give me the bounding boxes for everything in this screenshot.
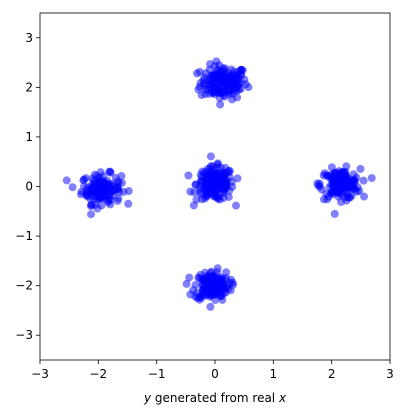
data-point bbox=[343, 193, 352, 202]
data-point bbox=[218, 295, 227, 304]
data-point bbox=[124, 187, 133, 196]
data-point bbox=[106, 195, 115, 204]
y-tick-label: −1 bbox=[15, 229, 33, 243]
data-point bbox=[201, 184, 210, 193]
data-point bbox=[87, 200, 96, 209]
x-axis-label-prefix: y bbox=[143, 391, 152, 405]
data-point bbox=[206, 60, 215, 69]
data-point bbox=[93, 204, 102, 213]
data-point bbox=[233, 76, 242, 85]
data-point bbox=[106, 168, 115, 177]
y-tick-label: −3 bbox=[15, 328, 33, 342]
data-point bbox=[217, 277, 226, 286]
data-point bbox=[117, 172, 126, 181]
y-tick-label: 2 bbox=[25, 80, 33, 94]
data-point bbox=[333, 187, 342, 196]
data-point bbox=[206, 152, 215, 161]
x-tick-label: −1 bbox=[148, 367, 166, 381]
data-point bbox=[209, 192, 218, 201]
data-point bbox=[185, 273, 194, 282]
data-point bbox=[213, 159, 222, 168]
data-point bbox=[89, 188, 98, 197]
data-point bbox=[113, 196, 122, 205]
data-point bbox=[315, 182, 324, 191]
x-tick-label: 1 bbox=[270, 367, 278, 381]
data-point bbox=[330, 209, 339, 218]
data-point bbox=[206, 302, 215, 311]
x-axis-label-suffix: x bbox=[278, 391, 287, 405]
x-tick-label: −3 bbox=[31, 367, 49, 381]
data-point bbox=[367, 174, 376, 183]
y-tick-label: −2 bbox=[15, 279, 33, 293]
data-point bbox=[62, 176, 71, 185]
y-tick-label: 1 bbox=[25, 130, 33, 144]
data-point bbox=[201, 69, 210, 78]
data-point bbox=[203, 85, 212, 94]
data-point bbox=[182, 279, 191, 288]
data-point bbox=[325, 173, 334, 182]
data-point bbox=[124, 199, 133, 208]
data-point bbox=[237, 65, 246, 74]
data-point bbox=[213, 264, 222, 273]
data-point bbox=[193, 69, 202, 78]
data-point bbox=[98, 181, 106, 190]
data-point bbox=[233, 174, 242, 183]
data-point bbox=[327, 188, 336, 197]
data-point bbox=[221, 163, 230, 172]
y-tick-label: 0 bbox=[25, 180, 33, 194]
data-point bbox=[231, 201, 240, 210]
x-tick-label: 2 bbox=[328, 367, 336, 381]
y-axis-ticks: −3 −2 −1 0 1 2 3 bbox=[15, 31, 40, 342]
x-tick-label: 0 bbox=[211, 367, 219, 381]
data-point bbox=[223, 72, 232, 81]
data-point bbox=[209, 282, 218, 291]
data-point bbox=[87, 210, 96, 219]
x-axis-ticks: −3 −2 −1 0 1 2 3 bbox=[31, 360, 394, 381]
data-point bbox=[198, 177, 207, 186]
data-point bbox=[217, 79, 226, 88]
y-tick-label: 3 bbox=[25, 31, 33, 45]
data-point bbox=[184, 171, 193, 180]
data-point bbox=[196, 170, 205, 179]
data-points bbox=[62, 57, 376, 311]
data-point bbox=[356, 164, 365, 173]
data-point bbox=[360, 192, 369, 201]
data-point bbox=[222, 182, 231, 191]
data-point bbox=[189, 201, 198, 210]
x-tick-label: 3 bbox=[386, 367, 394, 381]
data-point bbox=[228, 278, 237, 287]
data-point bbox=[190, 188, 199, 197]
data-point bbox=[90, 170, 99, 179]
data-point bbox=[216, 100, 225, 109]
data-point bbox=[208, 271, 217, 280]
data-point bbox=[200, 284, 209, 293]
x-axis-label-middle: generated from real bbox=[151, 391, 279, 405]
data-point bbox=[241, 80, 250, 89]
x-tick-label: −2 bbox=[89, 367, 107, 381]
data-point bbox=[218, 88, 227, 97]
data-point bbox=[106, 181, 115, 190]
data-point bbox=[194, 85, 203, 94]
data-point bbox=[209, 75, 218, 84]
data-point bbox=[82, 185, 91, 194]
data-point bbox=[327, 180, 336, 189]
data-point bbox=[201, 268, 210, 277]
data-point bbox=[352, 173, 361, 182]
data-point bbox=[203, 191, 212, 200]
data-point bbox=[79, 175, 88, 184]
data-point bbox=[68, 183, 77, 192]
data-point bbox=[211, 175, 220, 184]
data-point bbox=[338, 178, 347, 187]
data-point bbox=[95, 193, 104, 202]
data-point bbox=[359, 176, 368, 185]
data-point bbox=[353, 183, 362, 192]
x-axis-label: y generated from real x bbox=[143, 391, 287, 405]
data-point bbox=[113, 183, 122, 192]
data-point bbox=[219, 288, 228, 297]
data-point bbox=[222, 268, 231, 277]
